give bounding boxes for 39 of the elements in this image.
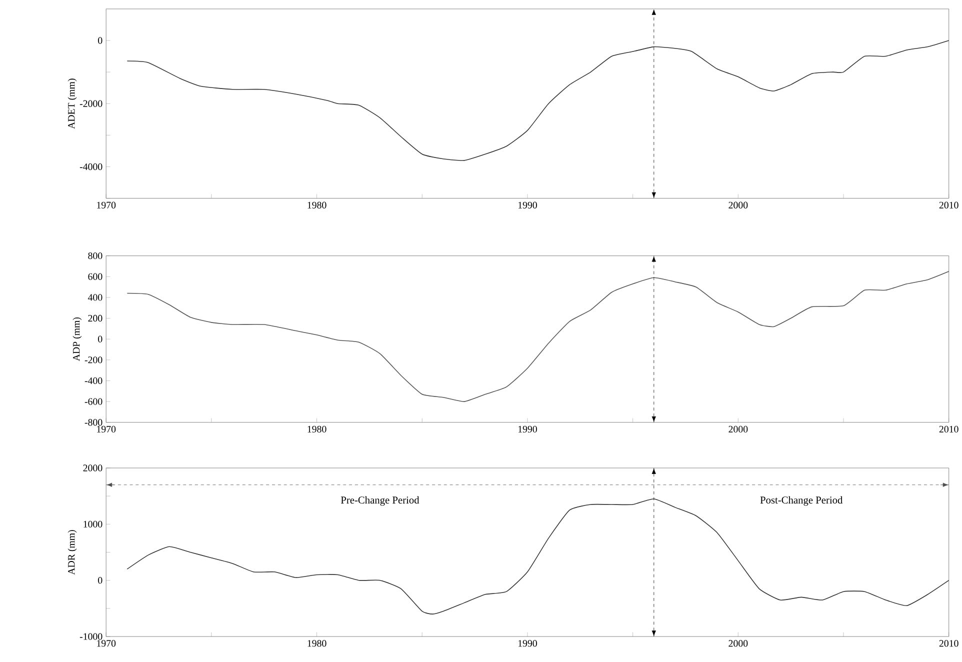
y-tick-label: 0: [98, 576, 102, 584]
y-tick-label: -2000: [80, 100, 102, 107]
x-tick-label: 1970: [97, 202, 116, 208]
x-tick-label: 1970: [97, 426, 116, 432]
y-tick-label: -600: [84, 398, 102, 405]
y-tick-label: -800: [84, 418, 102, 426]
annotation: Post-Change Period: [760, 496, 843, 506]
y-tick-label: 0: [98, 37, 102, 44]
x-tick-label: 1990: [518, 426, 537, 432]
y-tick-label: -400: [84, 377, 102, 384]
line-series: [126, 498, 950, 614]
y-axis-title: ADET (mm): [68, 78, 77, 129]
y-axis-title: ADR (mm): [68, 530, 77, 575]
y-tick-label: -4000: [80, 163, 102, 170]
y-tick-label: -200: [84, 356, 102, 364]
x-tick-label: 1990: [518, 640, 537, 647]
x-tick-label: 2000: [728, 202, 748, 208]
y-tick-label: 2000: [83, 464, 102, 472]
line-series: [126, 270, 950, 402]
x-tick-label: 2000: [728, 640, 748, 647]
x-tick-label: 1980: [308, 640, 326, 647]
x-tick-label: 2000: [728, 426, 748, 432]
x-tick-label: 2010: [939, 202, 958, 208]
x-tick-label: 1970: [97, 640, 116, 647]
y-tick-label: -1000: [80, 633, 102, 640]
y-tick-label: 200: [88, 314, 102, 322]
y-tick-label: 400: [88, 294, 102, 301]
x-tick-label: 1980: [308, 426, 326, 432]
y-axis-title: ADP (mm): [72, 317, 82, 361]
annotation: Pre-Change Period: [340, 496, 420, 506]
line-series: [126, 40, 950, 161]
x-tick-label: 2010: [939, 426, 958, 432]
x-tick-label: 1980: [308, 202, 326, 208]
y-tick-label: 0: [98, 336, 102, 342]
x-tick-label: 1990: [518, 202, 537, 208]
y-tick-label: 600: [88, 273, 102, 280]
y-tick-label: 1000: [84, 520, 102, 528]
x-tick-label: 2010: [939, 640, 958, 647]
y-tick-label: 800: [88, 252, 102, 259]
